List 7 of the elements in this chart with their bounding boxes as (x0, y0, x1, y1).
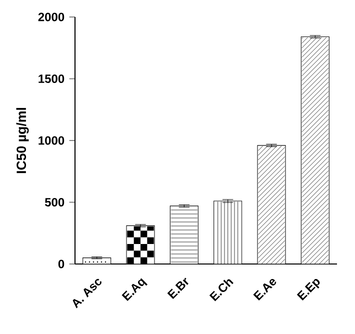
y-tick-label: 2000 (38, 12, 64, 22)
y-tick-label: 1500 (38, 74, 64, 83)
y-tick-label: 0 (58, 260, 64, 268)
y-tick-label: 500 (44, 198, 64, 206)
x-tick-label: A. Asc (72, 278, 102, 308)
y-tick-label: 1000 (38, 136, 64, 145)
y-axis-title: IC50 µg/ml (16, 108, 29, 174)
